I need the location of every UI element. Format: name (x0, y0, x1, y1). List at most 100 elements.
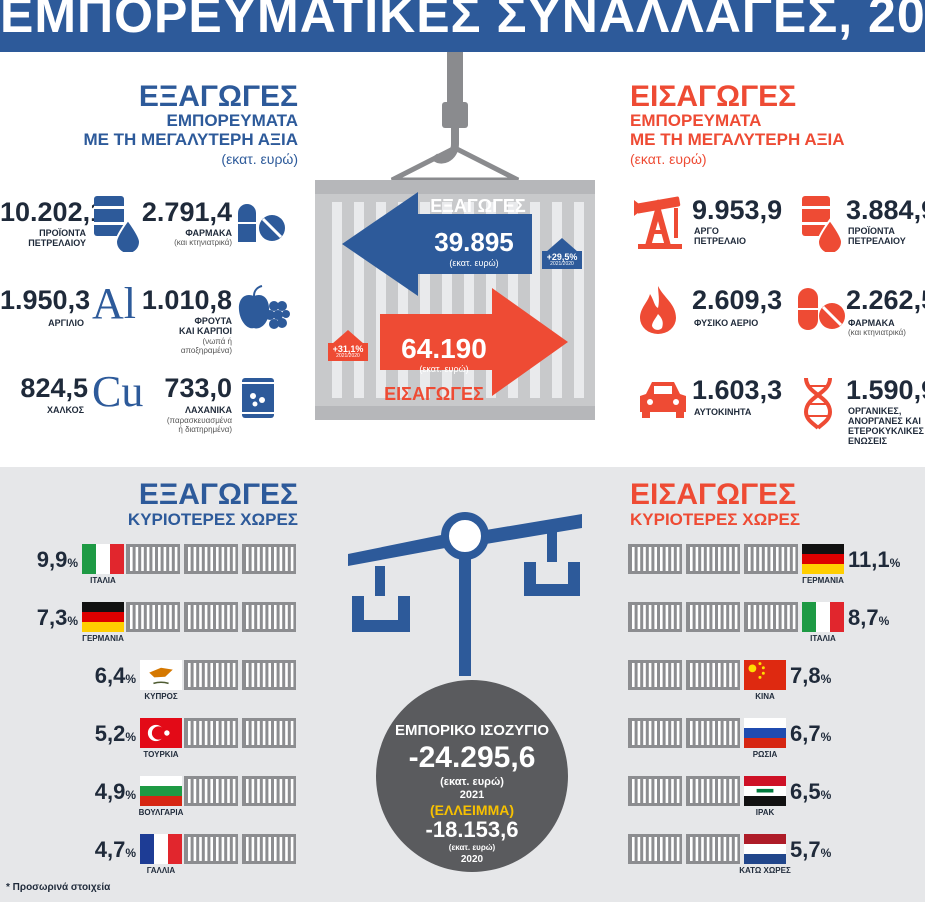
container-bar-segment (242, 544, 296, 574)
country-flag (744, 718, 786, 753)
container-bar-segment (628, 660, 682, 690)
aluminium-symbol-icon: Al (92, 279, 136, 328)
country-share-label: 9,9% (36, 547, 78, 572)
country-name: ΙΡΑΚ (755, 808, 775, 817)
export-product-value: 733,0 (164, 373, 232, 403)
country-flag (140, 660, 182, 695)
export-product-label: ΦΡΟΥΤΑ (194, 316, 232, 326)
imports-change-period: 2021/2020 (336, 353, 360, 359)
country-name: ΚΑΤΩ ΧΩΡΕΣ (739, 866, 791, 875)
imports-products-subtitle-1: ΕΜΠΟΡΕΥΜΑΤΑ (630, 111, 762, 130)
container-exports-value: 39.895 (434, 227, 514, 257)
footnote: * Προσωρινά στοιχεία (6, 882, 111, 893)
export-product-label: ΠΕΤΡΕΛΑΙΟΥ (28, 238, 86, 248)
export-product-label: ΑΡΓΙΛΙΟ (48, 318, 84, 328)
export-product-note: (νωπά ή (202, 337, 233, 346)
container-bar-segment (184, 660, 238, 690)
container-bar-segment (628, 602, 682, 632)
country-share-label: 7,3% (36, 605, 78, 630)
import-product-label: ΑΥΤΟΚΙΝΗΤΑ (694, 407, 752, 417)
import-product-value: 1.590,9 (846, 375, 925, 405)
container-bar-segment (686, 776, 740, 806)
imports-products-subtitle-2: ΜΕ ΤΗ ΜΕΓΑΛΥΤΕΡΗ ΑΞΙΑ (630, 130, 845, 149)
country-name: ΙΤΑΛΙΑ (810, 634, 836, 643)
dna-icon (803, 377, 833, 430)
oil-barrel-icon (802, 196, 844, 252)
import-product-label: ΟΡΓΑΝΙΚΕΣ, (848, 406, 902, 416)
container-bar-segment (686, 834, 740, 864)
container-imports-label: ΕΙΣΑΓΩΓΕΣ (384, 384, 484, 404)
oil-pump-icon (634, 196, 682, 249)
car-icon (640, 382, 686, 418)
country-flag (140, 718, 182, 753)
country-flag (744, 776, 786, 811)
imports-products-title: ΕΙΣΑΓΩΓΕΣ (630, 80, 797, 113)
container-bar-segment (242, 602, 296, 632)
container-exports-unit: (εκατ. ευρώ) (449, 258, 499, 268)
exports-products-subtitle-2: ΜΕ ΤΗ ΜΕΓΑΛΥΤΕΡΗ ΑΞΙΑ (83, 130, 298, 149)
country-name: ΓΕΡΜΑΝΙΑ (82, 634, 124, 643)
exports-countries-subtitle: ΚΥΡΙΟΤΕΡΕΣ ΧΩΡΕΣ (127, 510, 298, 529)
imports-change: +31,1% (332, 344, 364, 354)
country-share-label: 5,7% (790, 837, 832, 862)
country-name: ΓΑΛΛΙΑ (146, 866, 176, 875)
import-product-label: ΠΕΤΡΕΛΑΙΟ (694, 236, 747, 246)
country-flag (140, 834, 182, 869)
oil-barrel-icon (94, 196, 142, 252)
country-share-label: 5,2% (94, 721, 136, 746)
country-name: ΓΕΡΜΑΝΙΑ (802, 576, 844, 585)
container-bar-segment (744, 602, 798, 632)
container-bar-segment (184, 834, 238, 864)
country-flag (82, 602, 124, 637)
export-product-value: 2.791,4 (141, 197, 232, 227)
container-bar-segment (628, 718, 682, 748)
import-product-note: (και κτηνιατρικά) (848, 328, 906, 337)
import-product-label: ΠΕΤΡΕΛΑΙΟΥ (848, 236, 906, 246)
import-product-value: 3.884,9 (846, 195, 925, 225)
import-product-value: 9.953,9 (692, 195, 783, 225)
container-bar-segment (126, 602, 180, 632)
container-bar-segment (184, 776, 238, 806)
container-imports-value: 64.190 (401, 333, 487, 364)
country-flag (802, 602, 844, 637)
export-product-label: ΛΑΧΑΝΙΚΑ (184, 405, 232, 415)
container-bar-segment (744, 544, 798, 574)
container-bar-segment (628, 834, 682, 864)
imports-products-unit: (εκατ. ευρώ) (630, 151, 707, 167)
country-name: ΡΩΣΙΑ (752, 750, 778, 759)
balance-year-2020: 2020 (460, 854, 484, 865)
export-product-note: (παρασκευασμένα (166, 416, 232, 425)
container-bar-segment (242, 834, 296, 864)
container-bar-segment (184, 602, 238, 632)
shipping-container-graphic (315, 52, 595, 420)
container-bar-segment (242, 660, 296, 690)
country-share-label: 4,7% (94, 837, 136, 862)
header-banner: ΕΜΠΟΡΕΥΜΑΤΙΚΕΣ ΣΥΝΑΛΛΑΓΕΣ, 2021* (0, 0, 925, 52)
country-share-label: 6,7% (790, 721, 832, 746)
export-product-label: ΚΑΙ ΚΑΡΠΟΙ (178, 326, 232, 336)
export-product-value: 10.202,1 (0, 197, 106, 227)
balance-unit-2020: (εκατ. ευρώ) (448, 843, 496, 852)
import-product-value: 2.262,5 (846, 285, 925, 315)
exports-products-title: ΕΞΑΓΩΓΕΣ (138, 80, 298, 113)
country-name: ΚΥΠΡΟΣ (144, 692, 178, 701)
flame-icon (640, 286, 676, 334)
copper-symbol-icon: Cu (92, 367, 144, 416)
container-bar-segment (184, 718, 238, 748)
container-bar-segment (686, 718, 740, 748)
balance-value-2020: -18.153,6 (425, 817, 519, 842)
container-bar-segment (686, 660, 740, 690)
exports-change: +29,5% (546, 252, 578, 262)
import-product-label: ΦΑΡΜΑΚΑ (848, 318, 895, 328)
balance-circle (376, 680, 568, 872)
container-bar-segment (686, 602, 740, 632)
page-title: ΕΜΠΟΡΕΥΜΑΤΙΚΕΣ ΣΥΝΑΛΛΑΓΕΣ, 2021* (0, 0, 925, 43)
country-share-label: 6,4% (94, 663, 136, 688)
country-share-label: 11,1% (848, 547, 901, 572)
import-product-label: ΑΡΓΟ (694, 226, 719, 236)
export-product-label: ΧΑΛΚΟΣ (47, 405, 84, 415)
balance-title: ΕΜΠΟΡΙΚΟ ΙΣΟΖΥΓΙΟ (394, 722, 549, 739)
container-exports-label: ΕΞΑΓΩΓΕΣ (430, 196, 526, 216)
export-product-value: 1.010,8 (141, 285, 232, 315)
import-product-value: 2.609,3 (692, 285, 783, 315)
